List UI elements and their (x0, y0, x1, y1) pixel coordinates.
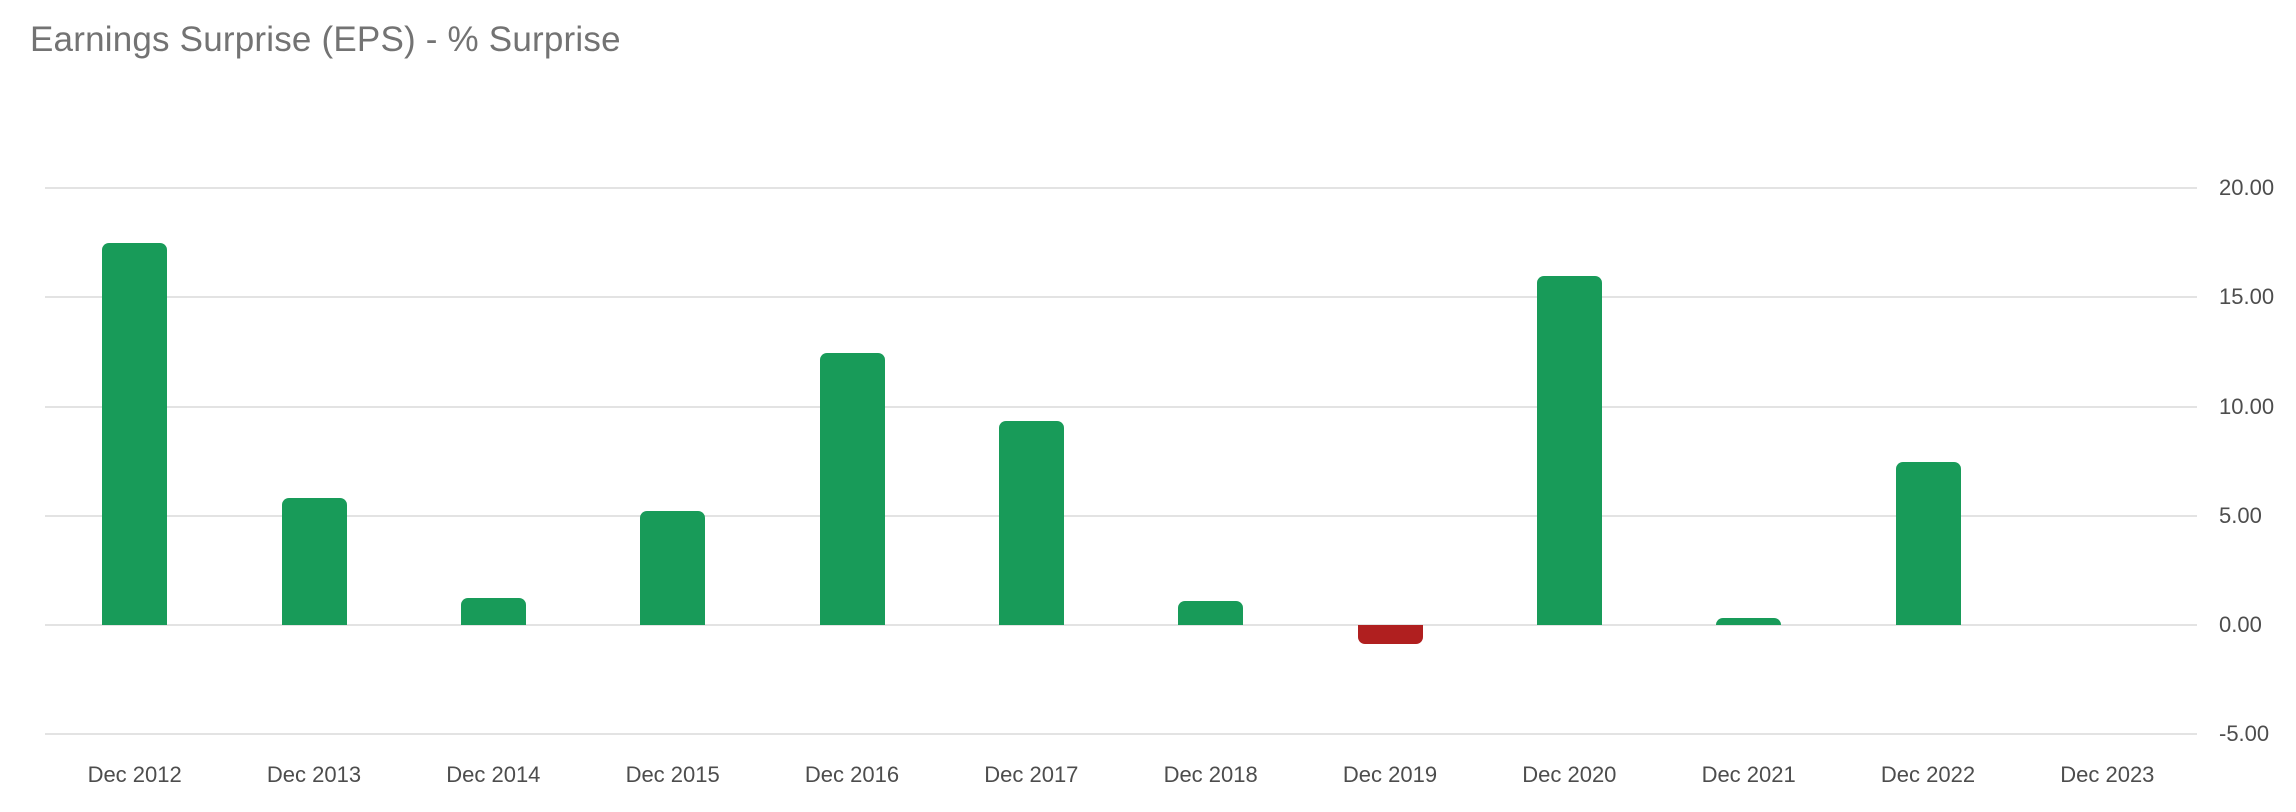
x-axis-label-dec-2018: Dec 2018 (1163, 762, 1258, 787)
x-axis-label-dec-2017: Dec 2017 (984, 762, 1079, 787)
x-axis-label-dec-2023: Dec 2023 (2060, 762, 2155, 787)
x-axis-label-dec-2020: Dec 2020 (1522, 762, 1617, 787)
x-axis-label-dec-2012: Dec 2012 (87, 762, 182, 787)
bar-dec-2017[interactable] (998, 420, 1064, 625)
x-axis-label-dec-2019: Dec 2019 (1342, 762, 1438, 787)
y-axis-tick-label: 0.00 (2219, 612, 2262, 637)
bar-dec-2014[interactable] (460, 597, 526, 625)
gridline--5.00 (45, 733, 2197, 736)
x-axis-label-dec-2016: Dec 2016 (804, 762, 900, 787)
y-axis-tick-label: 20.00 (2219, 175, 2275, 200)
bar-dec-2012[interactable] (102, 242, 168, 625)
x-axis-label-dec-2013: Dec 2013 (266, 762, 362, 787)
y-axis-tick-label: -5.00 (2219, 721, 2270, 747)
y-axis-tick-label: 5.00 (2219, 502, 2262, 528)
y-axis-tick-label: 10.00 (2219, 393, 2275, 419)
gridline-10.00 (45, 405, 2197, 408)
bar-dec-2020[interactable] (1536, 276, 1602, 625)
bar-dec-2019[interactable] (1357, 625, 1423, 644)
gridline-15.00 (45, 296, 2197, 299)
x-axis-label-dec-2014: Dec 2014 (446, 762, 541, 787)
gridline-0.00 (45, 624, 2197, 626)
bar-dec-2016[interactable] (819, 352, 885, 625)
y-axis-tick-label: 15.00 (2219, 284, 2275, 310)
x-axis-label-dec-2015: Dec 2015 (625, 762, 720, 787)
x-axis-label-dec-2022: Dec 2022 (1880, 762, 1976, 787)
gridline-20.00 (45, 187, 2197, 189)
chart-title: Earnings Surprise (EPS) - % Surprise (30, 20, 621, 59)
bar-dec-2013[interactable] (281, 498, 347, 625)
gridline-5.00 (45, 514, 2197, 517)
bar-dec-2018[interactable] (1178, 600, 1244, 625)
bar-dec-2015[interactable] (640, 511, 706, 625)
bar-dec-2021[interactable] (1716, 618, 1782, 625)
x-axis-label-dec-2021: Dec 2021 (1701, 762, 1796, 787)
bar-dec-2022[interactable] (1895, 462, 1961, 625)
